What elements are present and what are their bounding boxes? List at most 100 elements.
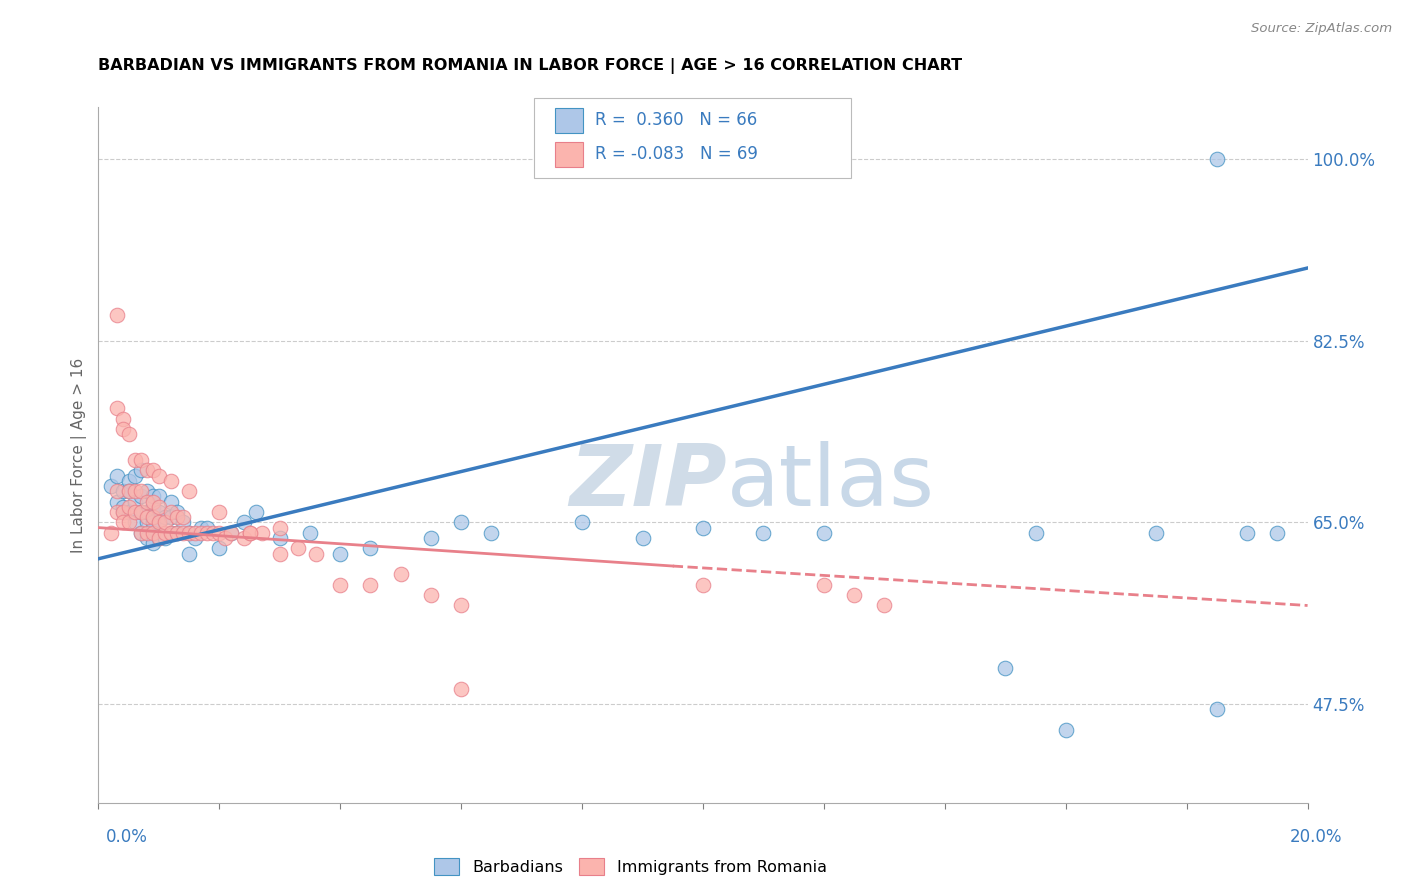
Point — [208, 525, 231, 540]
Point — [135, 531, 157, 545]
Text: R = -0.083   N = 69: R = -0.083 N = 69 — [595, 145, 758, 163]
Point — [190, 525, 212, 540]
Point — [105, 494, 128, 508]
Text: R =  0.360   N = 66: R = 0.360 N = 66 — [595, 112, 756, 129]
Point — [148, 516, 170, 530]
Point — [148, 500, 170, 514]
Point — [124, 505, 146, 519]
Point — [153, 516, 176, 530]
Point — [129, 525, 152, 540]
Point — [250, 525, 273, 540]
Point — [124, 453, 146, 467]
Point — [232, 531, 254, 545]
Point — [148, 505, 170, 519]
Point — [221, 525, 243, 540]
Point — [148, 468, 170, 483]
Point — [631, 531, 654, 545]
Point — [111, 505, 134, 519]
Point — [111, 505, 134, 519]
Point — [166, 525, 188, 540]
Point — [129, 505, 152, 519]
Point — [232, 516, 254, 530]
Point — [142, 494, 165, 508]
Point — [172, 516, 194, 530]
Point — [813, 525, 835, 540]
Point — [160, 494, 183, 508]
Point — [1236, 525, 1258, 540]
Point — [105, 505, 128, 519]
Point — [135, 463, 157, 477]
Point — [202, 525, 225, 540]
Point — [419, 531, 441, 545]
Point — [389, 567, 412, 582]
Point — [305, 547, 328, 561]
Text: Source: ZipAtlas.com: Source: ZipAtlas.com — [1251, 22, 1392, 36]
Point — [160, 474, 183, 488]
Point — [360, 541, 382, 556]
Point — [481, 525, 503, 540]
Point — [269, 531, 291, 545]
Point — [105, 401, 128, 416]
Point — [1144, 525, 1167, 540]
Point — [752, 525, 775, 540]
Point — [692, 578, 714, 592]
Point — [135, 510, 157, 524]
Point — [419, 588, 441, 602]
Point — [135, 494, 157, 508]
Point — [129, 505, 152, 519]
Point — [135, 505, 157, 519]
Point — [239, 525, 262, 540]
Point — [245, 505, 267, 519]
Point — [208, 505, 231, 519]
Point — [287, 541, 309, 556]
Point — [160, 525, 183, 540]
Point — [124, 494, 146, 508]
Point — [105, 308, 128, 322]
Point — [135, 525, 157, 540]
Point — [692, 520, 714, 534]
Point — [148, 516, 170, 530]
Point — [329, 578, 352, 592]
Text: ZIP: ZIP — [569, 442, 727, 524]
Point — [124, 484, 146, 499]
Point — [129, 525, 152, 540]
Point — [100, 525, 122, 540]
Point — [111, 484, 134, 499]
Point — [142, 510, 165, 524]
Point — [1206, 702, 1229, 716]
Point — [813, 578, 835, 592]
Point — [190, 520, 212, 534]
Point — [160, 505, 183, 519]
Point — [184, 531, 207, 545]
Point — [195, 525, 218, 540]
Point — [214, 531, 236, 545]
Point — [105, 468, 128, 483]
Point — [118, 500, 141, 514]
Point — [184, 525, 207, 540]
Point — [177, 547, 201, 561]
Y-axis label: In Labor Force | Age > 16: In Labor Force | Age > 16 — [72, 358, 87, 552]
Point — [118, 516, 141, 530]
Point — [1206, 152, 1229, 166]
Point — [160, 525, 183, 540]
Point — [142, 525, 165, 540]
Point — [172, 525, 194, 540]
Point — [148, 531, 170, 545]
Point — [129, 463, 152, 477]
Point — [135, 516, 157, 530]
Point — [111, 516, 134, 530]
Point — [177, 525, 201, 540]
Point — [1265, 525, 1288, 540]
Point — [166, 525, 188, 540]
Point — [111, 500, 134, 514]
Point — [124, 468, 146, 483]
Point — [329, 547, 352, 561]
Point — [1024, 525, 1046, 540]
Point — [571, 516, 593, 530]
Point — [111, 422, 134, 436]
Point — [118, 505, 141, 519]
Point — [166, 505, 188, 519]
Point — [221, 525, 243, 540]
Point — [142, 516, 165, 530]
Point — [129, 490, 152, 504]
